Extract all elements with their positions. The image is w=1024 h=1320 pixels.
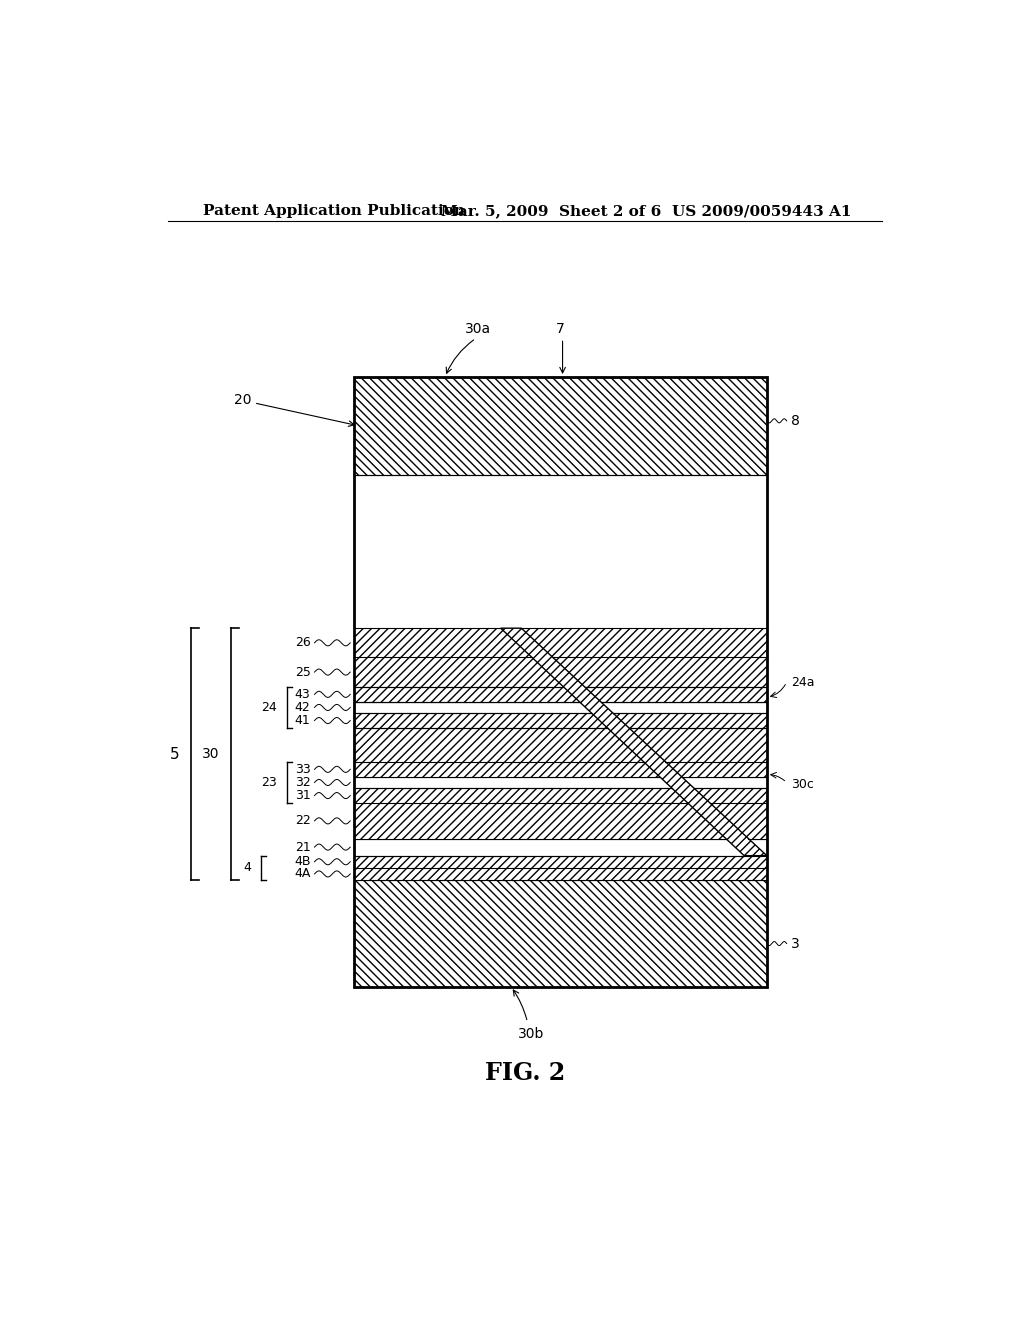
- Text: 22: 22: [295, 814, 310, 828]
- Text: 32: 32: [295, 776, 310, 789]
- Bar: [354, 777, 767, 788]
- Text: 3: 3: [791, 937, 800, 950]
- Bar: [354, 729, 767, 762]
- Text: 43: 43: [295, 688, 310, 701]
- Bar: [354, 702, 767, 713]
- Text: 42: 42: [295, 701, 310, 714]
- Text: 33: 33: [295, 763, 310, 776]
- Text: US 2009/0059443 A1: US 2009/0059443 A1: [672, 205, 851, 218]
- Bar: [354, 657, 767, 686]
- Text: 41: 41: [295, 714, 310, 727]
- Text: 20: 20: [233, 393, 354, 426]
- Text: 4A: 4A: [294, 867, 310, 880]
- Bar: [354, 788, 767, 803]
- Bar: [354, 855, 767, 867]
- Bar: [354, 880, 767, 987]
- Text: 30: 30: [202, 747, 219, 762]
- Text: Patent Application Publication: Patent Application Publication: [204, 205, 465, 218]
- Text: 8: 8: [791, 414, 800, 428]
- Text: 31: 31: [295, 789, 310, 803]
- Text: 30c: 30c: [791, 777, 813, 791]
- Text: 23: 23: [261, 776, 278, 789]
- Bar: [354, 867, 767, 880]
- Bar: [354, 762, 767, 777]
- Bar: [354, 838, 767, 855]
- Bar: [354, 378, 767, 474]
- Text: 7: 7: [556, 322, 565, 337]
- Polygon shape: [501, 628, 767, 855]
- Text: 26: 26: [295, 636, 310, 649]
- Text: 30a: 30a: [465, 322, 492, 337]
- Text: 4: 4: [243, 862, 251, 874]
- Bar: [354, 686, 767, 702]
- Text: 24a: 24a: [791, 676, 814, 689]
- Text: 4B: 4B: [294, 855, 310, 869]
- Bar: [354, 378, 767, 987]
- Text: Mar. 5, 2009  Sheet 2 of 6: Mar. 5, 2009 Sheet 2 of 6: [441, 205, 662, 218]
- Bar: [354, 713, 767, 729]
- Text: FIG. 2: FIG. 2: [484, 1061, 565, 1085]
- Text: 30b: 30b: [518, 1027, 545, 1041]
- Text: 5: 5: [170, 747, 179, 762]
- Text: 21: 21: [295, 841, 310, 854]
- Bar: [354, 628, 767, 657]
- Text: 24: 24: [261, 701, 278, 714]
- Bar: [354, 803, 767, 838]
- Text: 25: 25: [295, 665, 310, 678]
